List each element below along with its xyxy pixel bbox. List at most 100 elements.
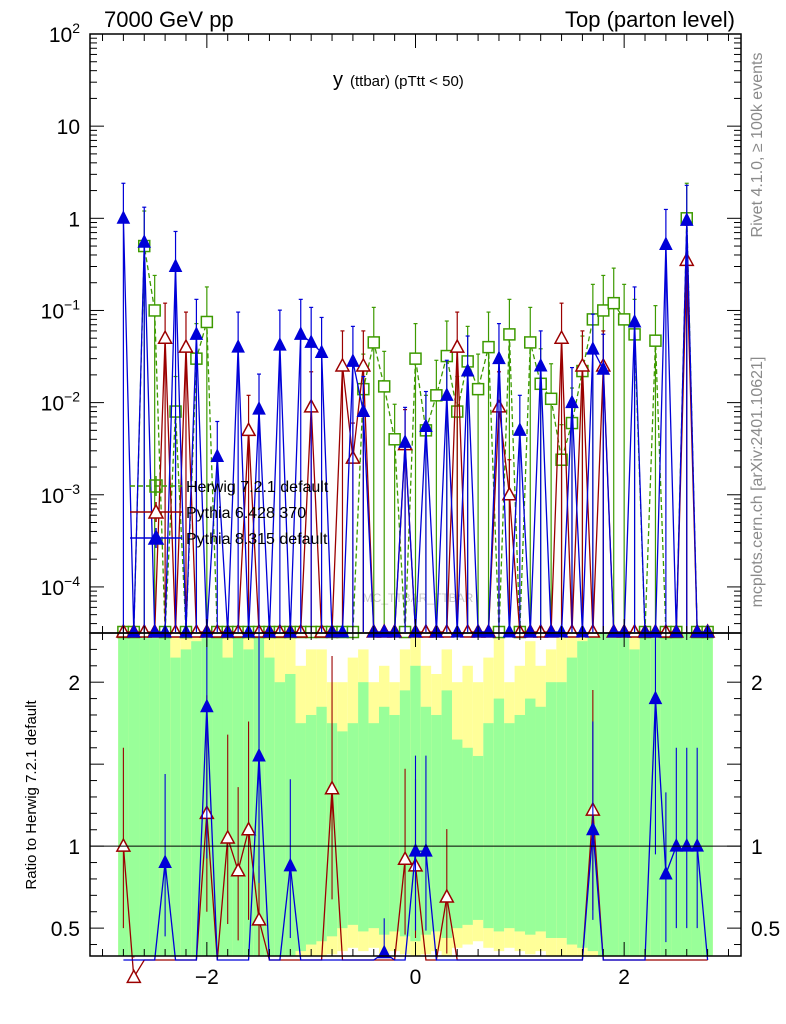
data-point xyxy=(523,623,538,638)
ratio-y-tick-label: 0.5 xyxy=(51,918,80,941)
ratio-point xyxy=(252,747,266,762)
band-inner xyxy=(556,682,567,938)
band-inner xyxy=(462,747,473,925)
band-inner xyxy=(347,723,359,925)
band-inner xyxy=(337,731,348,929)
band-inner xyxy=(212,633,223,956)
band-inner xyxy=(264,657,275,956)
band-inner xyxy=(629,649,640,956)
y-tick-label: 10−4 xyxy=(41,573,81,600)
data-point xyxy=(240,421,257,437)
data-point xyxy=(481,623,496,638)
data-point xyxy=(147,623,162,638)
data-point xyxy=(355,357,372,372)
x-tick-label: −2 xyxy=(195,966,219,989)
x-tick-label: 0 xyxy=(410,966,422,989)
band-inner xyxy=(566,657,578,945)
band-inner xyxy=(139,633,150,956)
data-point xyxy=(189,326,204,340)
ratio-y-tick-label-right: 1 xyxy=(751,836,763,859)
data-point xyxy=(127,623,141,638)
band-inner xyxy=(514,714,526,932)
data-point xyxy=(659,236,673,250)
data-point xyxy=(367,336,381,349)
band-inner xyxy=(368,723,379,929)
band-inner xyxy=(577,641,588,948)
data-point xyxy=(606,623,621,638)
legend-label-herwig: Herwig 7.2.1 default xyxy=(186,479,329,496)
ratio-point xyxy=(251,911,267,926)
y-tick-label: 10−2 xyxy=(41,389,81,416)
ratio-point xyxy=(283,857,298,872)
ratio-y-tick-label: 1 xyxy=(68,836,80,859)
legend-square-marker xyxy=(149,479,163,493)
ratio-y-tick-label-right: 0.5 xyxy=(751,918,780,941)
ratio-point xyxy=(219,829,236,844)
y-tick-label: 10−1 xyxy=(41,296,81,323)
data-point xyxy=(356,403,371,418)
ratio-point xyxy=(397,850,413,866)
data-point xyxy=(273,337,287,351)
data-point xyxy=(617,313,631,326)
data-point xyxy=(597,304,610,317)
data-point xyxy=(649,334,662,347)
band-inner xyxy=(598,633,609,956)
plot-title-main: y xyxy=(333,69,343,91)
data-point xyxy=(503,328,516,341)
legend-item-pythia6: Pythia 6.428 370 xyxy=(130,502,306,522)
watermark: MC_TTBAR_TTBAR xyxy=(363,591,474,605)
band-inner xyxy=(472,755,484,920)
data-point xyxy=(346,353,360,367)
data-point xyxy=(252,401,266,415)
band-inner xyxy=(316,706,327,942)
data-point xyxy=(471,382,485,396)
mcplots-side-label: mcplots.cern.ch [arXiv:2401.10621] xyxy=(749,357,766,608)
legend-triangle-open-marker xyxy=(147,503,165,519)
data-point xyxy=(398,434,412,448)
legend-item-pythia8: Pythia 8.315 default xyxy=(130,528,328,548)
data-point xyxy=(524,336,537,349)
main-plot-marks xyxy=(115,182,716,639)
data-point xyxy=(419,418,433,433)
ratio-point xyxy=(690,838,704,852)
band-inner xyxy=(535,706,546,932)
data-point xyxy=(293,326,308,340)
data-point xyxy=(482,340,495,354)
y-tick-label: 10 xyxy=(57,116,80,139)
data-point xyxy=(157,329,173,344)
band-inner xyxy=(274,682,286,956)
data-point xyxy=(388,433,401,446)
ratio-point xyxy=(115,837,132,852)
data-point xyxy=(690,623,704,638)
data-point xyxy=(231,339,245,353)
ratio-y-tick-label-right: 2 xyxy=(751,672,763,695)
y-tick-label: 102 xyxy=(49,20,80,47)
data-point xyxy=(544,392,558,406)
band-inner xyxy=(128,633,140,956)
ratio-point xyxy=(324,780,340,795)
data-point xyxy=(586,341,600,355)
band-inner xyxy=(452,739,463,929)
data-point xyxy=(409,352,422,365)
data-point xyxy=(335,623,350,638)
header-left: 7000 GeV pp xyxy=(104,7,234,32)
ratio-y-label: Ratio to Herwig 7.2.1 default xyxy=(23,700,40,890)
ratio-point xyxy=(377,944,392,959)
data-point xyxy=(168,258,183,272)
data-point xyxy=(200,315,214,329)
data-point xyxy=(148,304,161,317)
data-point xyxy=(210,448,225,463)
legend-item-herwig: Herwig 7.2.1 default xyxy=(130,476,329,496)
band-inner xyxy=(608,633,619,956)
data-point xyxy=(679,212,694,226)
band-inner xyxy=(525,698,536,935)
ratio-point xyxy=(240,821,257,836)
ratio-point xyxy=(439,888,455,903)
ratio-point xyxy=(669,838,684,852)
band-inner xyxy=(358,682,369,932)
data-point xyxy=(334,357,351,372)
band-inner xyxy=(305,714,317,945)
band-inner xyxy=(295,723,306,952)
axes: 102 10 1 10−1 10−2 10−3 10−4 2 2 1 1 0.5 0.5 −2 0 2 xyxy=(41,20,781,989)
